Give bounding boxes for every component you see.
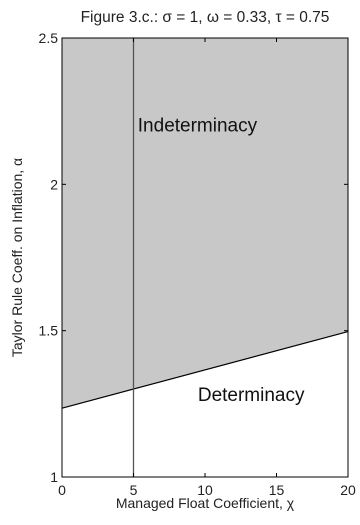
x-tick-label: 5 <box>130 482 138 498</box>
x-tick-label: 15 <box>269 482 285 498</box>
indeterminacy-label: Indeterminacy <box>138 116 258 137</box>
y-axis-label: Taylor Rule Coeff. on Inflation, α <box>9 158 25 357</box>
x-axis-label: Managed Float Coefficient, χ <box>116 495 295 511</box>
determinacy-label: Determinacy <box>198 385 305 406</box>
determinacy-boundary-line <box>61 330 349 409</box>
plot-area: Indeterminacy Determinacy <box>61 37 349 478</box>
y-tick-label: 2.5 <box>39 30 59 46</box>
y-tick-label: 1.5 <box>39 323 59 339</box>
y-axis-ticks: 1 1.5 2 2.5 <box>39 30 348 485</box>
x-axis-ticks: 0 5 10 15 20 <box>58 38 356 498</box>
x-tick-label: 10 <box>197 482 213 498</box>
x-tick-label: 0 <box>58 482 66 498</box>
y-tick-label: 1 <box>50 469 58 485</box>
x-tick-label: 20 <box>340 482 356 498</box>
chart-title: Figure 3.c.: σ = 1, ω = 0.33, τ = 0.75 <box>81 9 330 26</box>
y-tick-label: 2 <box>50 176 58 192</box>
